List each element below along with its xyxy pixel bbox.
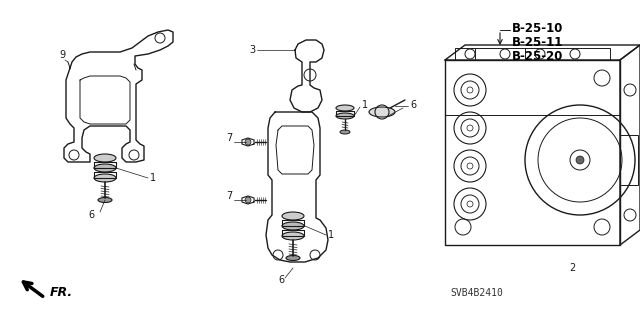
Ellipse shape bbox=[282, 212, 304, 220]
Text: FR.: FR. bbox=[50, 286, 73, 299]
Text: 1: 1 bbox=[150, 173, 156, 183]
Ellipse shape bbox=[336, 113, 354, 119]
Text: 2: 2 bbox=[569, 263, 575, 273]
Text: 1: 1 bbox=[362, 100, 368, 110]
Text: SVB4B2410: SVB4B2410 bbox=[450, 288, 503, 298]
Text: 7: 7 bbox=[226, 133, 232, 143]
Bar bbox=[445, 60, 620, 245]
Text: 3: 3 bbox=[249, 45, 255, 55]
Text: 9: 9 bbox=[59, 50, 65, 60]
Ellipse shape bbox=[369, 107, 395, 117]
Text: 7: 7 bbox=[226, 191, 232, 201]
Ellipse shape bbox=[282, 232, 304, 240]
Ellipse shape bbox=[94, 164, 116, 172]
Ellipse shape bbox=[282, 222, 304, 230]
Ellipse shape bbox=[94, 174, 116, 182]
Ellipse shape bbox=[286, 256, 300, 261]
Bar bbox=[620, 135, 638, 185]
Ellipse shape bbox=[336, 105, 354, 111]
Ellipse shape bbox=[98, 197, 112, 203]
Text: B-25-10: B-25-10 bbox=[512, 22, 563, 35]
Ellipse shape bbox=[340, 130, 350, 134]
Text: 6: 6 bbox=[278, 275, 284, 285]
Text: 1: 1 bbox=[328, 230, 334, 240]
Circle shape bbox=[576, 156, 584, 164]
Ellipse shape bbox=[94, 154, 116, 162]
Bar bbox=[455, 48, 610, 60]
Circle shape bbox=[245, 197, 251, 203]
Text: 6: 6 bbox=[410, 100, 416, 110]
Circle shape bbox=[245, 139, 251, 145]
Text: B-25-11: B-25-11 bbox=[512, 36, 563, 49]
Text: 6: 6 bbox=[88, 210, 94, 220]
Text: B-25-20: B-25-20 bbox=[512, 50, 563, 63]
